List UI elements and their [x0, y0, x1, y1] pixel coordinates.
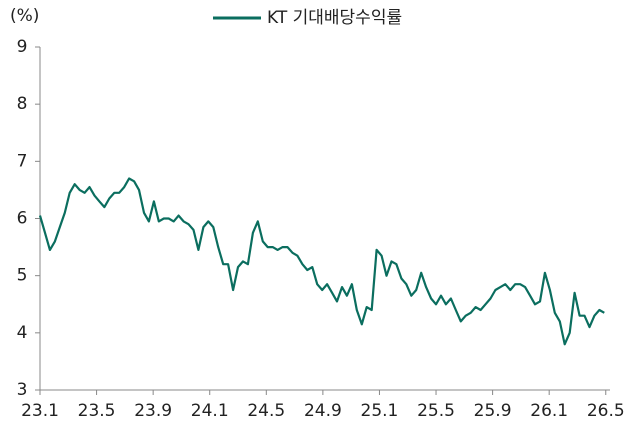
x-tick-label: 24.1: [191, 401, 229, 421]
x-tick-label: 23.5: [78, 401, 116, 421]
x-tick-label: 26.1: [530, 401, 568, 421]
x-tick-label: 23.9: [134, 401, 172, 421]
line: [38, 177, 605, 346]
y-axis-label: (%): [10, 6, 39, 26]
y-tick-label: 8: [17, 94, 28, 114]
y-tick-label: 5: [17, 266, 28, 286]
y-tick-label: 9: [17, 37, 28, 57]
y-tick-label: 6: [17, 209, 28, 229]
x-tick-label: 23.1: [21, 401, 59, 421]
x-tick-label: 26.5: [587, 401, 625, 421]
y-tick-label: 4: [17, 323, 28, 343]
x-tick-label: 25.9: [474, 401, 512, 421]
y-tick-label: 7: [17, 151, 28, 171]
x-tick-label: 25.5: [417, 401, 455, 421]
x-tick-label: 24.5: [247, 401, 285, 421]
x-tick-label: 25.1: [361, 401, 399, 421]
x-tick-label: 24.9: [304, 401, 342, 421]
legend-label: KT 기대배당수익률: [267, 8, 402, 28]
y-tick-label: 3: [17, 380, 28, 400]
